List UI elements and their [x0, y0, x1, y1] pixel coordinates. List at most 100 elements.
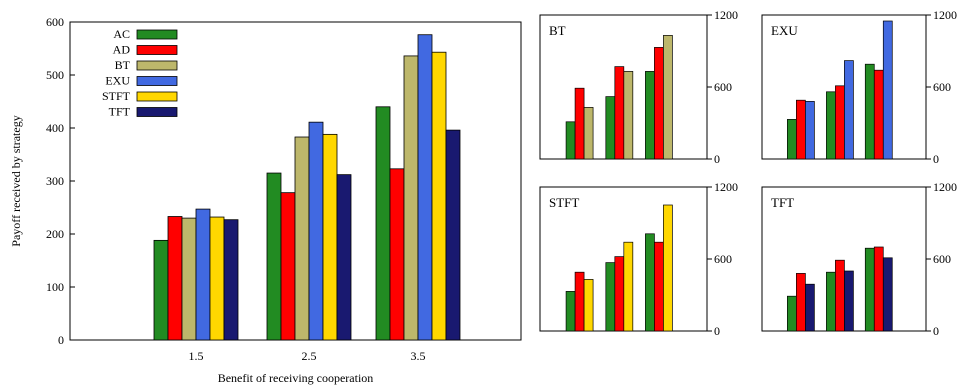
panel-bar-exu-1.5 — [805, 101, 815, 160]
bar-ac-3.5 — [375, 106, 391, 341]
legend-swatch-bt — [136, 60, 178, 71]
legend-label-exu: EXU — [105, 74, 130, 88]
panel-bar-ac-2.5 — [826, 91, 836, 160]
panel-bar-ac-1.5 — [787, 119, 797, 160]
legend-label-ac: AC — [113, 27, 130, 41]
panel-bar-ad-3.5 — [873, 246, 884, 332]
panel-bar-tft-3.5 — [882, 257, 893, 332]
panel-title: STFT — [549, 195, 579, 210]
bar-tft-2.5 — [336, 174, 352, 341]
y-tick-label: 500 — [46, 68, 64, 82]
panel-title: EXU — [771, 23, 798, 38]
y-tick-label: 400 — [46, 121, 64, 135]
y-tick-label: 200 — [46, 227, 64, 241]
panel-bar-stft-3.5 — [663, 204, 673, 332]
panel-bar-tft-1.5 — [805, 283, 815, 332]
panel-bar-ac-2.5 — [605, 96, 616, 160]
panel-bar-ac-3.5 — [864, 63, 875, 160]
bar-exu-3.5 — [417, 34, 433, 341]
legend-swatch-ac — [136, 29, 178, 40]
legend-swatch-tft — [136, 107, 178, 117]
panel-bar-ac-3.5 — [864, 247, 875, 332]
panel-bar-exu-3.5 — [882, 20, 893, 160]
y-tick-label: 600 — [46, 15, 64, 29]
panel-bar-ac-1.5 — [787, 295, 797, 332]
y-tick-label: 0 — [58, 333, 64, 347]
panel-bar-tft-2.5 — [844, 270, 854, 332]
bar-stft-1.5 — [209, 216, 225, 341]
panel-bar-ad-3.5 — [654, 47, 664, 160]
panel-bar-ad-2.5 — [835, 85, 845, 160]
panel-title: TFT — [771, 195, 794, 210]
panel-bar-bt-1.5 — [583, 107, 594, 160]
panel-y-tick-label: 600 — [933, 80, 951, 94]
panel-bar-ac-1.5 — [565, 121, 576, 160]
bar-bt-2.5 — [294, 136, 310, 341]
panel-bar-bt-3.5 — [663, 35, 673, 160]
bar-tft-1.5 — [223, 219, 239, 341]
panel-y-tick-label: 1200 — [933, 180, 957, 194]
bar-ad-2.5 — [280, 192, 296, 341]
panel-y-tick-label: 0 — [933, 324, 939, 338]
panel-tft: TFT 0 600 1200 — [761, 180, 957, 338]
panel-y-tick-label: 0 — [714, 324, 720, 338]
bar-bt-1.5 — [181, 217, 197, 341]
panel-y-tick-label: 0 — [714, 152, 720, 166]
panel-bar-ad-2.5 — [614, 66, 625, 160]
panel-y-tick-label: 600 — [714, 80, 732, 94]
bar-stft-2.5 — [322, 133, 338, 341]
bar-ac-1.5 — [153, 239, 169, 341]
panel-bar-stft-2.5 — [623, 241, 634, 332]
panel-y-tick-label: 0 — [933, 152, 939, 166]
panel-bar-exu-2.5 — [844, 60, 854, 160]
panel-bar-ad-2.5 — [614, 256, 625, 332]
panel-bar-ad-3.5 — [873, 69, 884, 160]
panel-y-tick-label: 600 — [933, 252, 951, 266]
panel-bar-bt-2.5 — [623, 71, 634, 160]
panel-bar-stft-1.5 — [583, 279, 594, 332]
bar-stft-3.5 — [431, 51, 447, 341]
bar-ac-2.5 — [266, 172, 282, 341]
bar-ad-1.5 — [167, 216, 183, 341]
legend-label-stft: STFT — [102, 89, 131, 103]
main-chart: 0 100 200 300 400 500 600 1.5 2.5 3.5 Benefit of r… — [9, 15, 522, 385]
bar-exu-1.5 — [195, 208, 211, 341]
panel-bar-ad-2.5 — [835, 259, 845, 332]
legend-swatch-stft — [136, 91, 178, 102]
y-tick-label: 300 — [46, 174, 64, 188]
x-tick-label: 3.5 — [411, 349, 426, 363]
legend-swatch-exu — [136, 76, 178, 86]
y-axis-label: Payoff received by strategy — [9, 115, 23, 246]
panel-stft: STFT 0 600 1200 — [539, 180, 738, 338]
panel-title: BT — [549, 23, 566, 38]
panel-bar-ad-1.5 — [796, 273, 806, 332]
panel-bar-ad-1.5 — [796, 99, 806, 160]
panel-exu: EXU 0 600 1200 — [761, 8, 957, 166]
panel-y-tick-label: 1200 — [933, 8, 957, 22]
panel-bar-ac-3.5 — [645, 233, 655, 332]
legend-label-bt: BT — [115, 58, 131, 72]
legend-swatch-ad — [136, 45, 178, 55]
panel-bar-ac-3.5 — [645, 71, 655, 160]
panel-y-tick-label: 1200 — [714, 180, 738, 194]
x-tick-label: 1.5 — [189, 349, 204, 363]
panel-bar-ad-1.5 — [574, 87, 585, 160]
bar-ad-3.5 — [389, 168, 405, 341]
x-axis-label: Benefit of receiving cooperation — [218, 371, 374, 385]
bar-tft-3.5 — [445, 129, 461, 341]
panel-y-tick-label: 1200 — [714, 8, 738, 22]
panel-bar-ad-1.5 — [574, 271, 585, 332]
panel-bar-ac-2.5 — [826, 271, 836, 332]
bar-exu-2.5 — [308, 121, 324, 341]
y-tick-label: 100 — [46, 280, 64, 294]
bar-bt-3.5 — [403, 55, 419, 341]
panel-y-tick-label: 600 — [714, 252, 732, 266]
panel-bar-ad-3.5 — [654, 241, 664, 332]
panel-bt: BT 0 600 1200 — [539, 8, 738, 166]
panel-bar-ac-1.5 — [565, 291, 576, 332]
legend-label-ad: AD — [113, 43, 131, 57]
x-tick-label: 2.5 — [302, 349, 317, 363]
